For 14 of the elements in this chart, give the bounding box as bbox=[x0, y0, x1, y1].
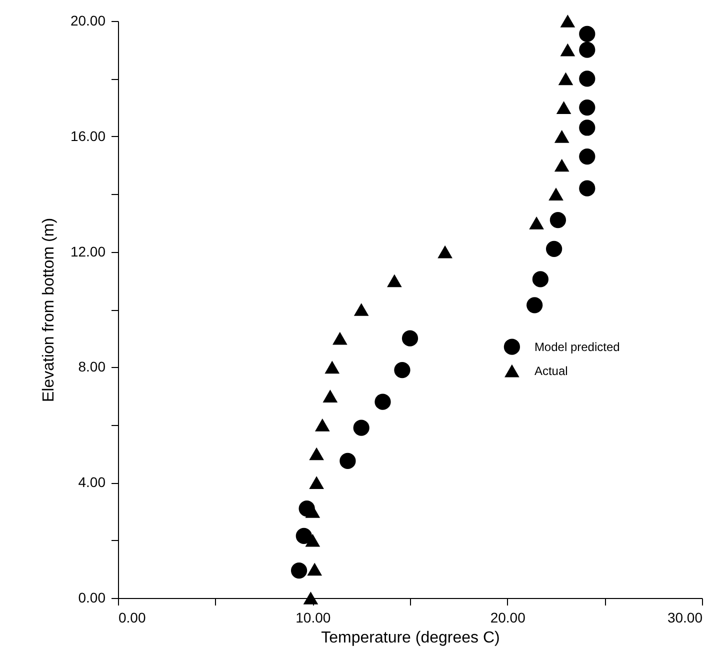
y-tick-label: 4.00 bbox=[78, 474, 106, 490]
x-tick-label: 30.00 bbox=[667, 610, 703, 626]
y-tick-label: 12.00 bbox=[70, 243, 106, 260]
legend-label: Actual bbox=[534, 364, 568, 378]
x-axis-title: Temperature (degrees C) bbox=[321, 630, 500, 646]
y-tick-label: 0.00 bbox=[78, 590, 106, 606]
x-tick-label: 10.00 bbox=[296, 610, 331, 626]
y-axis-title: Elevation from bottom (m) bbox=[40, 218, 58, 402]
legend-label: Model predicted bbox=[534, 340, 620, 354]
x-tick-label: 20.00 bbox=[490, 610, 526, 626]
y-tick-label: 8.00 bbox=[78, 358, 106, 375]
y-tick-label: 20.00 bbox=[70, 12, 106, 28]
x-tick-label: 0.00 bbox=[118, 610, 146, 626]
y-tick-label: 16.00 bbox=[70, 128, 106, 144]
